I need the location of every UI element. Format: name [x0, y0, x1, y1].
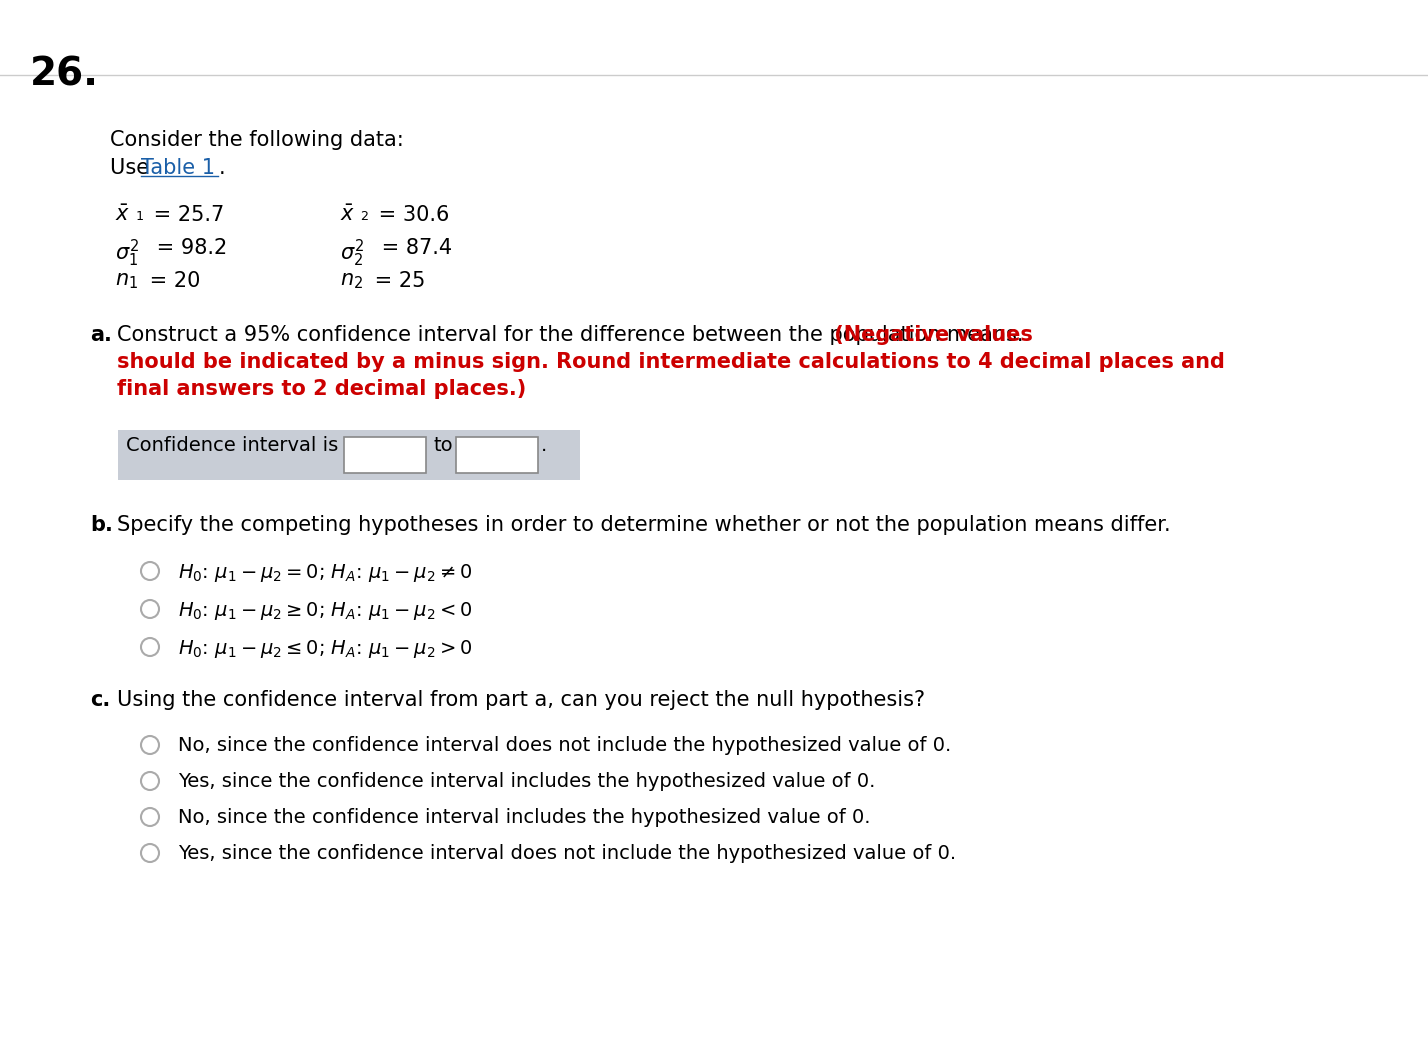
Text: (Negative values: (Negative values [827, 325, 1032, 345]
Text: should be indicated by a minus sign. Round intermediate calculations to 4 decima: should be indicated by a minus sign. Rou… [117, 352, 1225, 372]
Text: = 25: = 25 [368, 271, 426, 292]
Text: Use: Use [110, 158, 156, 178]
Text: = 87.4: = 87.4 [376, 238, 453, 258]
Text: Specify the competing hypotheses in order to determine whether or not the popula: Specify the competing hypotheses in orde… [117, 515, 1171, 535]
Text: = 20: = 20 [143, 271, 200, 292]
Text: $_1$: $_1$ [136, 205, 144, 223]
Text: $_2$: $_2$ [360, 205, 368, 223]
FancyBboxPatch shape [344, 437, 426, 473]
Text: $H_0$: $\mu_1 - \mu_2 = 0$; $H_A$: $\mu_1 - \mu_2 \neq 0$: $H_0$: $\mu_1 - \mu_2 = 0$; $H_A$: $\mu_… [178, 562, 473, 584]
Text: Yes, since the confidence interval does not include the hypothesized value of 0.: Yes, since the confidence interval does … [178, 844, 957, 863]
Text: $\sigma_2^2$: $\sigma_2^2$ [340, 238, 364, 269]
Text: $\bar{x}$: $\bar{x}$ [116, 205, 130, 225]
Text: $H_0$: $\mu_1 - \mu_2 \geq 0$; $H_A$: $\mu_1 - \mu_2 < 0$: $H_0$: $\mu_1 - \mu_2 \geq 0$; $H_A$: $\… [178, 600, 473, 622]
Text: $n_2$: $n_2$ [340, 271, 363, 292]
Text: .: . [541, 436, 547, 455]
Text: $n_1$: $n_1$ [116, 271, 139, 292]
Text: No, since the confidence interval includes the hypothesized value of 0.: No, since the confidence interval includ… [178, 808, 871, 827]
Text: Construct a 95% confidence interval for the difference between the population me: Construct a 95% confidence interval for … [117, 325, 1024, 345]
Text: = 25.7: = 25.7 [147, 205, 224, 225]
Text: Yes, since the confidence interval includes the hypothesized value of 0.: Yes, since the confidence interval inclu… [178, 772, 875, 791]
Text: No, since the confidence interval does not include the hypothesized value of 0.: No, since the confidence interval does n… [178, 736, 951, 755]
Text: to: to [434, 436, 454, 455]
Text: $H_0$: $\mu_1 - \mu_2 \leq 0$; $H_A$: $\mu_1 - \mu_2 > 0$: $H_0$: $\mu_1 - \mu_2 \leq 0$; $H_A$: $\… [178, 638, 473, 660]
Text: $\sigma_1^2$: $\sigma_1^2$ [116, 238, 139, 269]
Text: = 98.2: = 98.2 [150, 238, 227, 258]
Text: 26.: 26. [30, 55, 99, 93]
Text: Table 1: Table 1 [141, 158, 216, 178]
FancyBboxPatch shape [456, 437, 538, 473]
Text: final answers to 2 decimal places.): final answers to 2 decimal places.) [117, 379, 527, 399]
Text: = 30.6: = 30.6 [373, 205, 450, 225]
Text: .: . [218, 158, 226, 178]
Text: b.: b. [90, 515, 113, 535]
Text: a.: a. [90, 325, 111, 345]
Text: Confidence interval is: Confidence interval is [126, 436, 338, 455]
Text: Using the confidence interval from part a, can you reject the null hypothesis?: Using the confidence interval from part … [117, 690, 925, 710]
Text: c.: c. [90, 690, 110, 710]
Text: Consider the following data:: Consider the following data: [110, 130, 404, 151]
Text: $\bar{x}$: $\bar{x}$ [340, 205, 356, 225]
FancyBboxPatch shape [119, 430, 580, 480]
